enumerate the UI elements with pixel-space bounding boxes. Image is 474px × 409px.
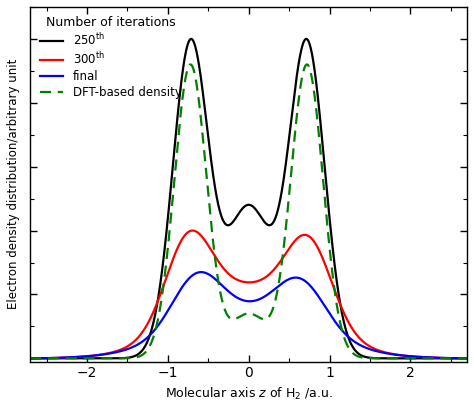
final [19, 356, 25, 361]
final [240, 298, 246, 303]
300$^{\rm th}$ [459, 356, 465, 361]
DFT-based density [228, 316, 234, 321]
final [43, 356, 48, 361]
Line: 250$^{\rm th}$: 250$^{\rm th}$ [22, 39, 474, 358]
final [459, 356, 465, 361]
300$^{\rm th}$ [376, 348, 382, 353]
300$^{\rm th}$ [228, 273, 234, 278]
DFT-based density [240, 312, 246, 317]
final [459, 356, 465, 361]
final [198, 270, 204, 274]
300$^{\rm th}$ [459, 356, 465, 361]
DFT-based density [472, 356, 474, 361]
DFT-based density [19, 356, 25, 361]
Line: 300$^{\rm th}$: 300$^{\rm th}$ [22, 231, 474, 358]
DFT-based density [188, 62, 193, 67]
300$^{\rm th}$ [240, 279, 246, 284]
250$^{\rm th}$ [240, 206, 246, 211]
DFT-based density [43, 356, 48, 361]
300$^{\rm th}$ [472, 356, 474, 361]
300$^{\rm th}$ [19, 356, 25, 361]
250$^{\rm th}$ [472, 356, 474, 361]
DFT-based density [459, 356, 465, 361]
250$^{\rm th}$ [43, 356, 48, 361]
Y-axis label: Electron density distribution/arbitrary unit: Electron density distribution/arbitrary … [7, 59, 20, 310]
final [376, 349, 382, 354]
250$^{\rm th}$ [19, 356, 25, 361]
DFT-based density [376, 356, 382, 361]
X-axis label: Molecular axis $z$ of H$_2$ /a.u.: Molecular axis $z$ of H$_2$ /a.u. [164, 386, 333, 402]
250$^{\rm th}$ [459, 356, 465, 361]
final [228, 291, 234, 296]
300$^{\rm th}$ [43, 356, 48, 361]
250$^{\rm th}$ [188, 36, 194, 41]
300$^{\rm th}$ [190, 228, 195, 233]
Legend: 250$^{\rm th}$, 300$^{\rm th}$, final, DFT-based density: 250$^{\rm th}$, 300$^{\rm th}$, final, D… [36, 13, 185, 103]
Line: final: final [22, 272, 474, 358]
250$^{\rm th}$ [228, 222, 234, 227]
Line: DFT-based density: DFT-based density [22, 65, 474, 358]
250$^{\rm th}$ [459, 356, 465, 361]
DFT-based density [459, 356, 465, 361]
final [472, 356, 474, 361]
250$^{\rm th}$ [376, 356, 382, 361]
